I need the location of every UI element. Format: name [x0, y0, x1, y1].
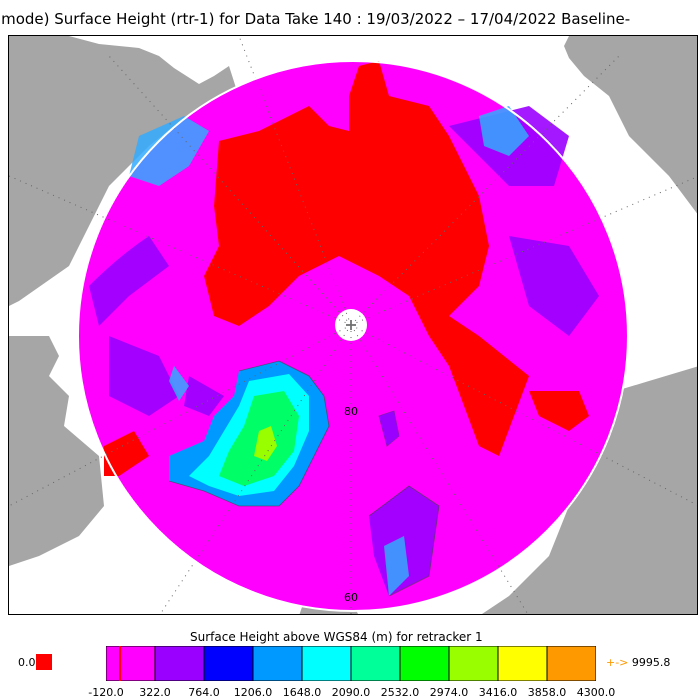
colorbar-tick-label: 2090.0 [331, 686, 371, 699]
colorbar-segment [252, 646, 303, 681]
map-title: ll mode) Surface Height (rtr-1) for Data… [0, 10, 631, 28]
legend-title: Surface Height above WGS84 (m) for retra… [190, 630, 483, 644]
colorbar-segment [546, 646, 596, 681]
colorbar-segment [497, 646, 548, 681]
colorbar-tick-label: 2532.0 [380, 686, 420, 699]
colorbar-segment [154, 646, 205, 681]
colorbar-tick-label: 322.0 [139, 686, 171, 699]
colorbar-tick-label: 4300.0 [576, 686, 616, 699]
colorbar-tick-label: 2974.0 [429, 686, 469, 699]
land-outside [9, 36, 697, 614]
colorbar-tick-label: 3858.0 [527, 686, 567, 699]
missing-value-label: 0.0 [18, 656, 36, 669]
greenland-ice-sheet [169, 361, 329, 506]
colorbar-segment [448, 646, 499, 681]
latitude-label-60: 60 [344, 591, 358, 604]
colorbar [106, 646, 596, 681]
colorbar-segment [106, 646, 156, 681]
colorbar-tick-label: 1648.0 [282, 686, 322, 699]
latitude-label-80: 80 [344, 405, 358, 418]
colorbar-tick-label: 764.0 [188, 686, 220, 699]
colorbar-segment [350, 646, 401, 681]
graticule [9, 36, 697, 614]
map-frame: 80 60 [8, 35, 698, 615]
data-disk [78, 61, 628, 611]
missing-value-swatch [36, 654, 52, 670]
overflow-arrow-icon: +-> [606, 656, 629, 669]
colorbar-tick-label: 1206.0 [233, 686, 273, 699]
overflow-value-label: 9995.8 [631, 656, 671, 669]
colorbar-segment [203, 646, 254, 681]
overflow-value: +-> 9995.8 [606, 656, 670, 669]
colorbar-tick-label: -120.0 [88, 686, 124, 699]
colorbar-tick-label: 3416.0 [478, 686, 518, 699]
colorbar-segment [301, 646, 352, 681]
colorbar-segment [399, 646, 450, 681]
